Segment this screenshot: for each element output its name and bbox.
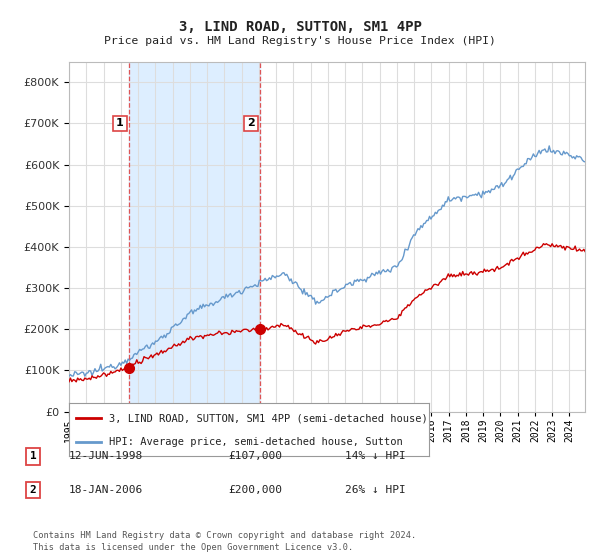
Text: 3, LIND ROAD, SUTTON, SM1 4PP: 3, LIND ROAD, SUTTON, SM1 4PP [179,20,421,34]
Bar [128,62,260,412]
Text: 1: 1 [116,118,124,128]
Text: 18-JAN-2006: 18-JAN-2006 [69,485,143,495]
Text: 3, LIND ROAD, SUTTON, SM1 4PP (semi-detached house): 3, LIND ROAD, SUTTON, SM1 4PP (semi-deta… [109,413,427,423]
Text: 26% ↓ HPI: 26% ↓ HPI [345,485,406,495]
Text: 14% ↓ HPI: 14% ↓ HPI [345,451,406,461]
Text: Contains HM Land Registry data © Crown copyright and database right 2024.
This d: Contains HM Land Registry data © Crown c… [33,531,416,552]
Text: 12-JUN-1998: 12-JUN-1998 [69,451,143,461]
Text: HPI: Average price, semi-detached house, Sutton: HPI: Average price, semi-detached house,… [109,436,403,446]
Text: 1: 1 [29,451,37,461]
Text: Price paid vs. HM Land Registry's House Price Index (HPI): Price paid vs. HM Land Registry's House … [104,36,496,46]
Text: 2: 2 [247,118,255,128]
Text: £107,000: £107,000 [228,451,282,461]
Text: £200,000: £200,000 [228,485,282,495]
Text: 2: 2 [29,485,37,495]
